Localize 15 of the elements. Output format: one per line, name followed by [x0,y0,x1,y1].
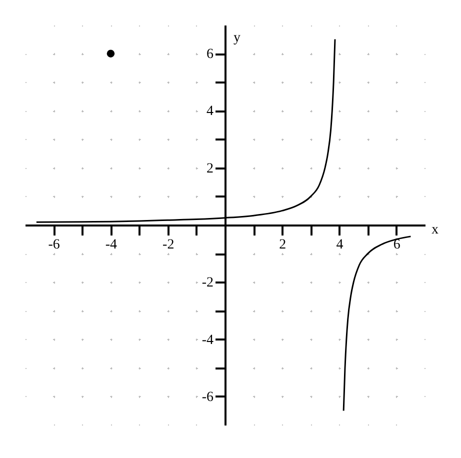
y-tick-label: -4 [202,332,214,348]
line-series [342,236,412,412]
x-tick-label: -2 [162,238,174,252]
x-tick-label: 6 [393,238,400,252]
y-axis-title: y [234,30,240,46]
x-axis-title: x [432,222,438,238]
x-tick-label: -4 [105,238,118,252]
y-tick-label: -6 [202,390,214,405]
x-tick-label: 4 [336,238,344,252]
y-tick-label: 4 [206,104,214,120]
x-tick-label: 2 [279,238,286,252]
y-tick-label: 6 [206,47,214,62]
x-tick-label: -6 [48,238,60,252]
y-tick-label: -2 [202,276,214,291]
y-tick-label: 2 [206,161,214,176]
